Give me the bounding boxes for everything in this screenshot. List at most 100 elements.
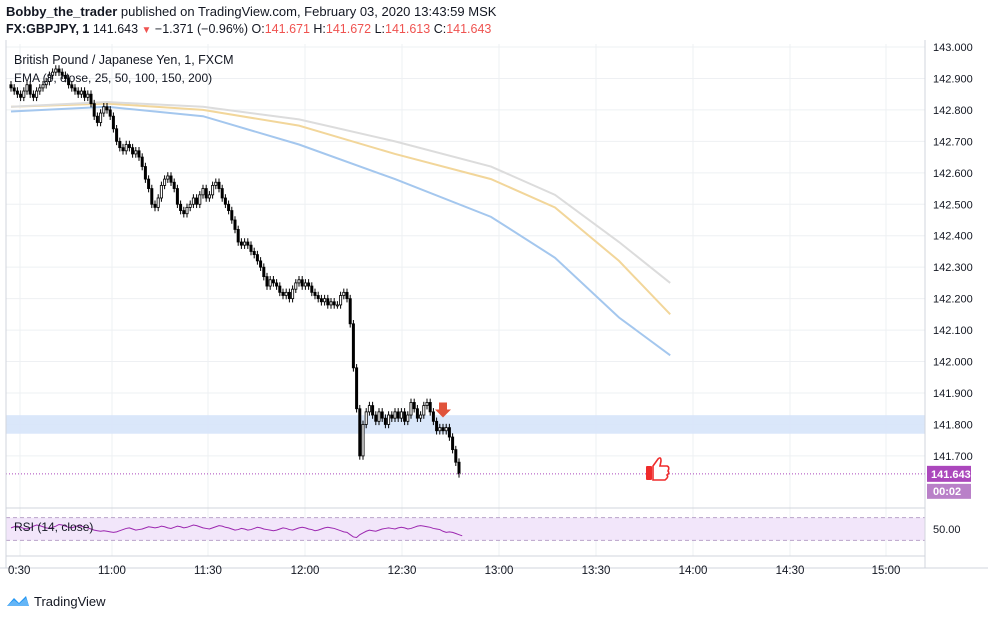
support-zone: [6, 415, 925, 434]
candle-body: [9, 84, 13, 89]
candle-body: [195, 197, 199, 205]
candle-body: [358, 408, 362, 457]
candle-body: [230, 210, 234, 221]
symbol-label[interactable]: FX:GBPJPY, 1: [6, 22, 90, 36]
y-tick-label: 142.500: [933, 199, 973, 211]
candle-body: [207, 194, 211, 199]
y-tick-label: 141.900: [933, 388, 973, 400]
candle-body: [51, 71, 55, 76]
tradingview-logo-icon[interactable]: [6, 594, 30, 608]
x-tick-label: 12:00: [291, 565, 320, 577]
x-tick-label: 11:30: [194, 565, 222, 577]
candle-body: [127, 144, 131, 149]
candle-body: [259, 260, 263, 268]
candle-body: [111, 115, 115, 130]
chart-header: Bobby_the_trader published on TradingVie…: [0, 0, 988, 40]
candle-body: [143, 166, 147, 180]
candle-body: [374, 414, 378, 422]
thumbs-up-icon: [646, 457, 670, 481]
candle-body: [275, 282, 279, 287]
candle-body: [172, 181, 176, 189]
candle-body: [156, 197, 160, 208]
candle-body: [265, 276, 269, 287]
candle-body: [300, 279, 304, 287]
candle-body: [287, 291, 291, 300]
candle-body: [79, 90, 83, 95]
candle-body: [124, 144, 128, 152]
candle-body: [406, 414, 410, 422]
candle-body: [54, 68, 58, 73]
candle-body: [92, 103, 96, 117]
candle-body: [451, 436, 455, 451]
candle-body: [25, 84, 29, 92]
y-tick-label: 141.700: [933, 451, 973, 463]
grid-lines: [0, 40, 988, 588]
candle-body: [67, 78, 71, 86]
x-tick-label: 13:30: [582, 565, 611, 577]
symbol-info-line: FX:GBPJPY, 1 141.643 ▼ −1.371 (−0.96%) O…: [6, 22, 491, 36]
candle-body: [169, 175, 173, 183]
candle-body: [150, 188, 154, 205]
candle-body: [166, 175, 170, 180]
candle-body: [367, 405, 371, 413]
candle-body: [303, 282, 307, 287]
candle-body: [323, 298, 327, 303]
high-value: 141.672: [325, 22, 372, 36]
candle-body: [105, 106, 109, 111]
candle-body: [278, 285, 282, 293]
candle-body: [310, 285, 314, 293]
candle-body: [239, 241, 243, 246]
candle-body: [348, 298, 352, 325]
x-tick-label: 0:30: [8, 565, 30, 577]
candle-body: [41, 84, 45, 89]
candle-body: [393, 411, 397, 419]
candle-body: [22, 90, 26, 98]
last-price-tag: [927, 465, 971, 482]
last-price: 141.643: [92, 22, 139, 36]
candle-body: [182, 210, 186, 215]
candle-body: [268, 279, 272, 287]
candle-body: [188, 203, 192, 208]
ema-line-ema-50: [10, 102, 671, 316]
y-tick-label: 142.000: [933, 357, 973, 369]
high-label: H:: [313, 22, 326, 36]
candle-body: [233, 219, 237, 230]
tradingview-brand[interactable]: TradingView: [34, 593, 106, 609]
author-name[interactable]: Bobby_the_trader: [6, 4, 118, 19]
candle-body: [140, 156, 144, 167]
y-tick-label: 141.800: [933, 419, 973, 431]
rsi-y-tick-label: 50.00: [933, 524, 961, 536]
candle-body: [57, 68, 61, 73]
candle-body: [76, 90, 80, 95]
x-tick-label: 12:30: [388, 565, 417, 577]
candle-body: [371, 405, 375, 416]
candle-body: [447, 427, 451, 438]
candle-body: [12, 87, 16, 92]
candle-body: [380, 411, 384, 419]
ema-indicator-label: EMA (8, close, 25, 50, 100, 150, 200): [14, 71, 212, 85]
candle-body: [137, 150, 141, 158]
y-tick-label: 142.300: [933, 262, 973, 274]
candle-body: [319, 298, 323, 303]
candle-body: [431, 411, 435, 422]
candle-body: [223, 197, 227, 205]
low-label: L:: [374, 22, 386, 36]
candle-body: [409, 402, 413, 416]
y-tick-label: 142.800: [933, 105, 973, 117]
candle-body: [383, 417, 387, 425]
ema-line-ema-25: [10, 105, 671, 357]
candle-body: [38, 87, 42, 92]
candle-body: [412, 402, 416, 410]
candle-body: [284, 291, 288, 296]
candle-body: [214, 181, 218, 186]
y-tick-label: 142.600: [933, 168, 973, 180]
rsi-indicator-label: RSI (14, close): [14, 520, 93, 534]
y-tick-label: 143.000: [933, 42, 973, 54]
candle-body: [147, 178, 151, 189]
candle-body: [86, 93, 90, 98]
candle-body: [351, 323, 355, 369]
close-label: C:: [433, 22, 447, 36]
candle-body: [31, 93, 35, 98]
price-chart[interactable]: 143.000 142.900 142.800 142.700 142.600 142.5…: [0, 40, 988, 588]
candle-body: [236, 229, 240, 243]
